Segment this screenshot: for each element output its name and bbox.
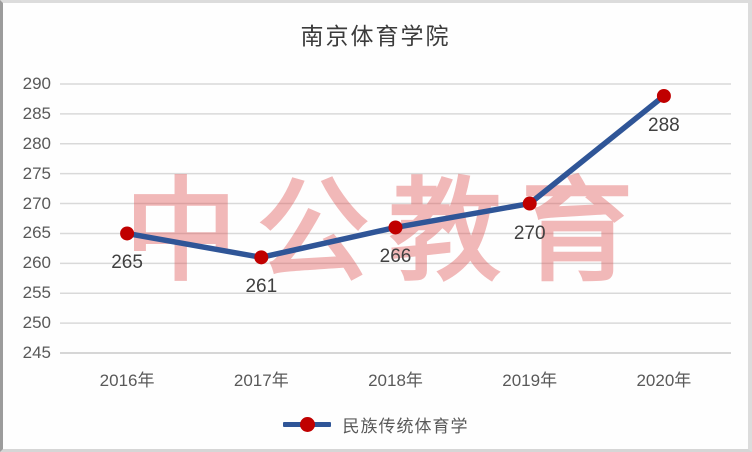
y-axis-label: 270 <box>22 193 51 213</box>
chart-title: 南京体育学院 <box>300 24 451 50</box>
data-point-marker <box>522 196 537 211</box>
y-axis-label: 275 <box>22 163 51 183</box>
legend-dot-icon <box>299 417 315 432</box>
data-point-markers <box>120 88 671 265</box>
data-label: 261 <box>245 276 278 298</box>
x-axis-label: 2017年 <box>233 371 289 390</box>
y-axis-label: 255 <box>22 283 51 303</box>
data-label: 270 <box>513 222 546 244</box>
data-point-marker <box>656 88 671 103</box>
y-axis-label: 260 <box>22 253 51 273</box>
y-axis-label: 245 <box>22 343 51 362</box>
y-axis-label: 285 <box>22 103 51 123</box>
data-point-marker <box>388 220 403 235</box>
y-axis-label: 250 <box>22 313 51 333</box>
y-axis-label: 290 <box>22 74 51 93</box>
legend: 民族传统体育学 <box>3 412 748 437</box>
legend-label: 民族传统体育学 <box>342 417 469 436</box>
data-point-marker <box>120 226 135 241</box>
x-axis-label: 2019年 <box>502 371 558 390</box>
x-axis-label: 2020年 <box>636 371 692 390</box>
series-layer <box>120 88 671 265</box>
legend-marker <box>282 417 331 432</box>
data-label: 266 <box>379 246 412 268</box>
x-axis-label: 2018年 <box>368 371 423 390</box>
x-axis-label: 2016年 <box>99 371 155 390</box>
data-point-marker <box>254 250 269 265</box>
y-axis-label: 265 <box>22 223 51 243</box>
y-axis-label: 280 <box>22 133 51 153</box>
data-label: 265 <box>111 252 143 274</box>
data-label: 288 <box>648 114 680 136</box>
